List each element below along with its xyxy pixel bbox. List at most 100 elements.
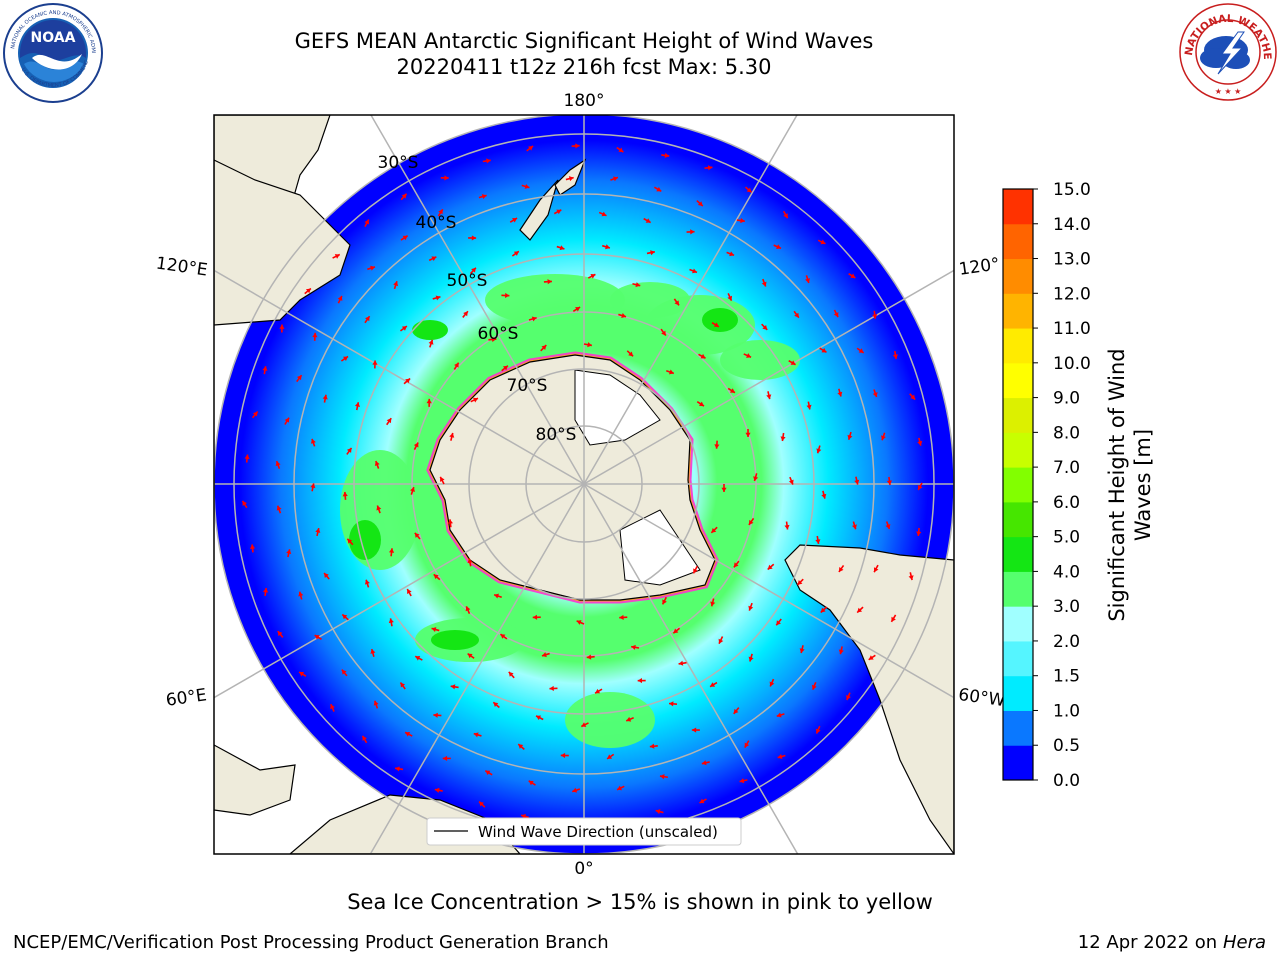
wave-arrowhead (590, 274, 596, 279)
wave-arrowhead (674, 300, 680, 306)
weddell-ice-shelf (619, 509, 701, 586)
wave-arrowhead (850, 273, 856, 278)
wave-arrowhead (410, 487, 415, 492)
wave-arrowhead (575, 307, 581, 312)
colorbar-tick-label: 9.0 (1053, 389, 1080, 409)
colorbar-swatch (1003, 293, 1033, 329)
wave-arrowhead (244, 454, 250, 460)
wave-arrowhead (727, 295, 733, 301)
wave-arrowhead (744, 742, 750, 748)
wave-arrowhead (797, 579, 803, 585)
footer-date-text: 12 Apr 2022 on (1077, 932, 1223, 953)
wave-arrowhead (576, 620, 582, 625)
wave-arrowhead (334, 254, 340, 259)
wave-arrowhead (821, 347, 827, 353)
wave-arrowhead (718, 638, 724, 644)
wave-arrowhead (386, 418, 392, 424)
wave-arrowhead (312, 332, 318, 338)
colorbar-swatch (1003, 432, 1033, 468)
wave-arrowhead (664, 152, 670, 159)
wave-arrowhead (435, 295, 441, 301)
wave-arrowhead (494, 593, 499, 599)
colorbar-label-line2: Waves [m] (1131, 429, 1155, 541)
footer-branch: NCEP/EMC/Verification Post Processing Pr… (13, 932, 609, 953)
wave-arrowhead (341, 669, 347, 675)
colorbar-tick-label: 12.0 (1053, 284, 1091, 304)
sea-ice-note: Sea Ice Concentration > 15% is shown in … (347, 890, 933, 914)
wave-arrowhead (837, 391, 843, 397)
wave-arrowhead (628, 351, 634, 357)
wave-arrowhead (439, 476, 445, 482)
wave-arrowhead (753, 476, 759, 482)
wave-arrowhead (650, 250, 655, 256)
wave-arrowhead (767, 564, 773, 570)
wave-arrowhead (502, 365, 508, 371)
wave-arrowhead (362, 735, 367, 741)
wave-arrowhead (395, 766, 400, 772)
wave-arrowhead (776, 712, 782, 718)
wave-patch-high (702, 308, 738, 332)
wave-arrowhead (698, 401, 704, 407)
colorbar (1002, 188, 1038, 781)
wave-arrowhead (601, 211, 607, 217)
wave-arrowhead (649, 743, 655, 749)
colorbar-swatch (1003, 467, 1033, 503)
wave-arrowhead (881, 435, 886, 441)
wave-arrowhead (433, 712, 438, 718)
wave-arrowhead (806, 404, 812, 410)
wave-arrowhead (794, 312, 799, 318)
wave-arrowhead (388, 618, 394, 624)
wave-arrowhead (697, 201, 703, 207)
colorbar-tick-label: 4.0 (1053, 562, 1080, 582)
wave-arrowhead (263, 587, 269, 593)
wave-arrowhead (618, 147, 624, 153)
wave-arrowhead (442, 755, 448, 761)
wave-arrowhead (777, 753, 783, 759)
wave-arrowhead (376, 505, 382, 511)
wave-arrowhead (472, 397, 478, 403)
wave-arrowhead (776, 620, 781, 626)
wave-arrowhead (575, 143, 580, 149)
wave-arrowhead (846, 695, 851, 701)
wave-arrowhead (279, 324, 285, 329)
wave-arrowhead (833, 312, 839, 318)
colorbar-tick-label: 11.0 (1053, 319, 1091, 339)
land-new-zealand-south (519, 179, 559, 241)
latitude-label: 80°S (536, 425, 577, 445)
wave-arrowhead (347, 538, 353, 544)
wave-arrowhead (337, 295, 343, 301)
wave-arrowhead (892, 354, 898, 359)
wave-arrowhead (595, 688, 601, 694)
wave-patch-high (431, 630, 479, 650)
latitude-label: 60°S (478, 324, 519, 344)
longitude-label-0: 0° (574, 859, 593, 879)
wave-arrowhead (780, 436, 786, 441)
wave-arrowhead (305, 288, 311, 294)
wave-arrowhead (528, 145, 534, 151)
wave-arrowhead (402, 235, 408, 241)
wave-arrowhead (886, 480, 892, 485)
wave-arrowhead (691, 727, 697, 733)
wave-arrowhead (434, 787, 440, 793)
colorbar-swatch (1003, 328, 1033, 364)
wave-arrowhead (678, 660, 684, 666)
wave-arrowhead (655, 809, 661, 815)
wave-arrowhead (559, 245, 565, 251)
colorbar-swatch (1003, 397, 1033, 433)
wave-arrowhead (769, 681, 775, 687)
wave-arrowhead (275, 461, 281, 467)
wave-patch (720, 340, 800, 380)
wave-arrowhead (783, 213, 788, 219)
wave-arrowhead (713, 322, 719, 327)
wave-arrowhead (613, 176, 618, 182)
wave-arrowhead (541, 345, 547, 350)
wave-arrowhead (372, 360, 378, 365)
wave-arrowhead (473, 732, 479, 738)
wave-arrowhead (299, 672, 305, 677)
ross-ice-shelf (574, 369, 661, 446)
wave-arrowhead (249, 544, 256, 549)
national-weather-service-logo: NATIONAL WEATHER SERVICE ★ ★ ★ (1178, 2, 1277, 101)
wave-arrowhead (481, 194, 487, 200)
colorbar-swatch (1003, 745, 1033, 781)
